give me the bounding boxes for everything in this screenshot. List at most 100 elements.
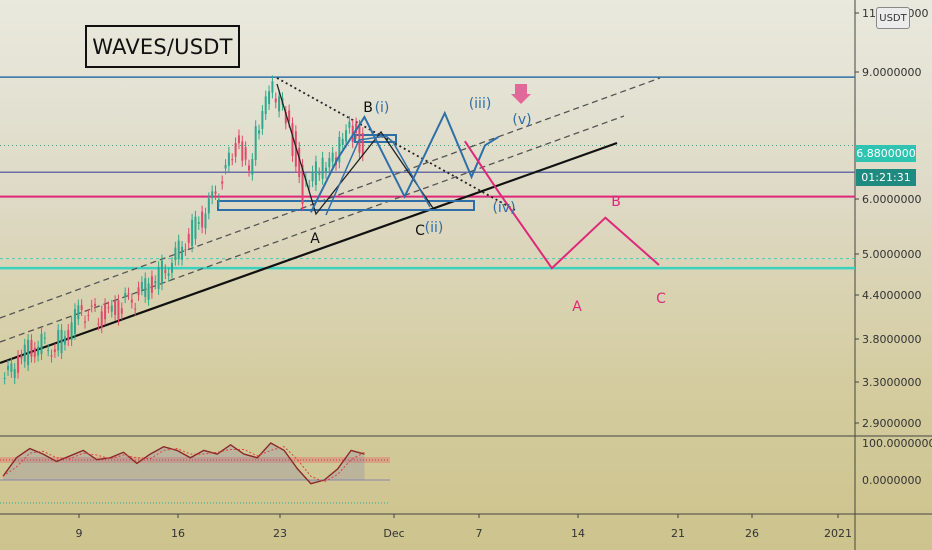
candle-body <box>94 303 97 307</box>
wave-label: (ii) <box>425 220 444 236</box>
candle-body <box>345 130 348 142</box>
candle-body <box>194 216 197 239</box>
candle-body <box>187 233 190 243</box>
currency-badge[interactable]: USDT <box>876 7 910 29</box>
candle-body <box>251 158 254 175</box>
candle-body <box>134 308 137 310</box>
wave-label: B <box>611 194 621 210</box>
candle-body <box>160 260 163 285</box>
candle-body <box>298 147 301 178</box>
price-tick-label: 3.3000000 <box>862 376 922 389</box>
time-tick-label: 14 <box>571 527 585 540</box>
wave-label: (i) <box>375 100 390 116</box>
candle-body <box>224 165 227 169</box>
candle-body <box>184 249 187 251</box>
candle-body <box>140 282 143 290</box>
wave-label: (iii) <box>469 96 492 112</box>
price-tick-label: 2.9000000 <box>862 417 922 430</box>
projection-abc-path <box>464 140 660 270</box>
candle-body <box>70 322 73 341</box>
support-zone-box <box>217 200 475 211</box>
candle-body <box>164 270 167 274</box>
candle-body <box>268 91 271 105</box>
candle-body <box>177 240 180 260</box>
candle-body <box>144 278 147 297</box>
candle-body <box>361 133 364 156</box>
candle-body <box>308 185 311 187</box>
candle-body <box>124 293 127 298</box>
candle-body <box>80 305 83 311</box>
wave-label: (v) <box>512 112 531 128</box>
candle-body <box>83 321 86 323</box>
wave-label: C <box>656 291 666 307</box>
candle-body <box>211 191 214 199</box>
candle-body <box>120 308 123 314</box>
trend-line <box>0 141 618 365</box>
wave-label: A <box>572 299 582 315</box>
candle-body <box>77 305 80 320</box>
candle-body <box>40 333 43 355</box>
candle-body <box>288 110 291 122</box>
candle-body <box>50 355 53 357</box>
candle-body <box>100 311 103 328</box>
candle-body <box>278 96 281 112</box>
candle-body <box>20 355 23 359</box>
candle-body <box>30 340 33 357</box>
wave-label: C <box>415 223 425 239</box>
candle-body <box>197 222 200 224</box>
resistance-zone-box <box>354 134 397 143</box>
oscillator-tick-label: 100.0000000 <box>862 437 932 450</box>
price-tick-label: 3.8000000 <box>862 333 922 346</box>
candle-body <box>331 152 334 162</box>
candle-body <box>130 299 133 303</box>
time-tick-label: 21 <box>671 527 685 540</box>
price-tick-label: 4.4000000 <box>862 289 922 302</box>
candle-body <box>328 157 331 168</box>
candle-body <box>291 123 294 156</box>
oscillator-tick-label: 0.0000000 <box>862 474 922 487</box>
candle-body <box>234 143 237 157</box>
candle-body <box>201 211 204 228</box>
candle-body <box>191 219 194 247</box>
candle-body <box>227 152 230 166</box>
candle-body <box>137 287 140 296</box>
time-tick-label: 16 <box>171 527 185 540</box>
candle-body <box>17 355 20 373</box>
candle-body <box>117 300 120 320</box>
correction-abc-path <box>276 83 434 216</box>
candle-body <box>13 368 16 379</box>
bar-countdown-tag: 01:21:31 <box>856 169 916 186</box>
candle-body <box>33 347 36 357</box>
candle-body <box>204 213 207 229</box>
candle-body <box>23 344 26 362</box>
time-tick-label: 2021 <box>824 527 852 540</box>
candle-body <box>171 262 174 273</box>
wave-label: (iv) <box>492 200 515 216</box>
candle-body <box>271 81 274 93</box>
candle-body <box>53 349 56 352</box>
candle-body <box>318 173 321 175</box>
candle-body <box>258 130 261 134</box>
current-price-tag: 6.8800000 <box>856 145 916 162</box>
candle-body <box>314 161 317 186</box>
candle-body <box>87 314 90 316</box>
channel-line <box>0 77 661 319</box>
candle-body <box>60 329 63 354</box>
candle-body <box>104 304 107 320</box>
time-tick-label: 9 <box>76 527 83 540</box>
oscillator-line <box>2 442 365 485</box>
impulse-wave-path <box>310 110 499 213</box>
candle-body <box>321 157 324 179</box>
oscillator-signal-line <box>2 446 365 483</box>
symbol-title-box: WAVES/USDT <box>85 25 240 68</box>
price-tick-label: 9.0000000 <box>862 66 922 79</box>
candle-body <box>324 167 327 173</box>
candle-body <box>147 283 150 300</box>
candle-body <box>37 346 40 356</box>
candle-body <box>174 247 177 260</box>
candle-body <box>107 307 110 309</box>
candle-body <box>358 125 361 153</box>
candle-body <box>341 138 344 145</box>
